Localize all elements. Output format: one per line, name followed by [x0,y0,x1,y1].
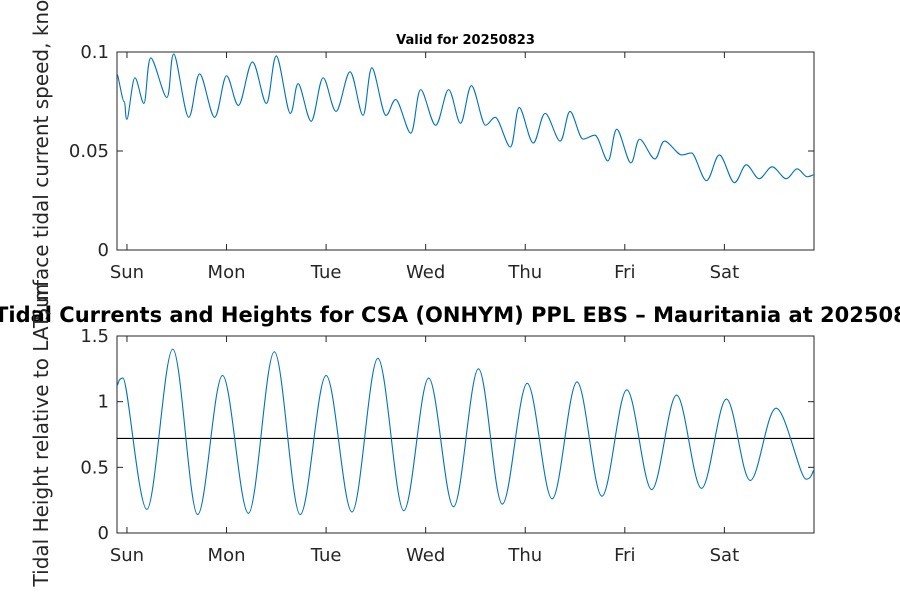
tidal-height-ticks: 0 0.5 1 1.5 Sun Mon Tue Wed Thu Fri Sat [80,326,814,566]
tidal-height-x-tick-label: Mon [208,545,246,566]
current-speed-y-axis-label: Surface tidal current speed, knots [29,0,53,321]
current-speed-y-tick-label: 0 [98,240,109,261]
current-speed-y-tick-label: 0.1 [80,42,109,63]
current-speed-x-tick-label: Sat [710,262,740,283]
tidal-height-x-tick-label: Tue [310,545,342,566]
tidal-height-y-tick-label: 1.5 [80,326,109,347]
tidal-height-plot-area [116,335,815,534]
tidal-height-x-tick-label: Sat [710,545,740,566]
current-speed-x-tick-label: Mon [208,262,246,283]
tidal-height-series [116,348,815,516]
tidal-height-x-tick-label: Thu [507,545,542,566]
current-speed-x-tick-label: Sun [110,262,144,283]
current-speed-x-tick-label: Tue [310,262,342,283]
current-speed-chart-title: Valid for 20250823 [396,33,535,48]
tidal-height-y-axis-label: Tidal Height relative to LAT, m [29,284,53,588]
tidal-height-y-tick-label: 0 [98,523,109,544]
tidal-height-y-tick-label: 0.5 [80,457,109,478]
current-speed-x-tick-label: Thu [507,262,542,283]
tidal-height-x-tick-label: Fri [614,545,635,566]
tidal-height-x-tick-label: Wed [406,545,445,566]
current-speed-x-tick-label: Wed [406,262,445,283]
tidal-height-chart-title: Tidal Currents and Heights for CSA (ONHY… [0,303,900,327]
current-speed-y-tick-label: 0.05 [69,141,109,162]
tidal-height-x-tick-label: Sun [110,545,144,566]
current-speed-plot-area [116,51,815,251]
current-speed-chart: 0 0.05 0.1 Sun Mon Tue Wed Thu Fri Sat Valid for … [29,0,815,321]
tidal-height-chart: 0 0.5 1 1.5 Sun Mon Tue Wed Thu Fri Sat Tidal Curr… [0,284,900,588]
current-speed-x-tick-label: Fri [614,262,635,283]
current-speed-series [116,53,815,184]
tidal-height-y-tick-label: 1 [98,392,109,413]
current-speed-ticks: 0 0.05 0.1 Sun Mon Tue Wed Thu Fri Sat [69,42,814,283]
